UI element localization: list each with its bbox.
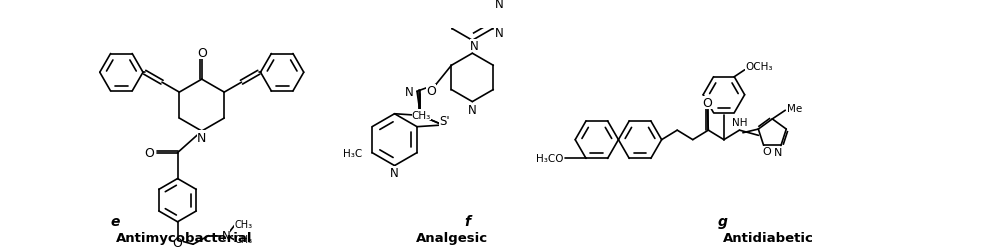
Text: N: N: [405, 86, 414, 98]
Text: N: N: [774, 148, 783, 158]
Text: H₃CO: H₃CO: [536, 154, 563, 164]
Text: O: O: [197, 47, 207, 60]
Text: CH₃: CH₃: [412, 110, 431, 120]
Text: N: N: [197, 131, 206, 144]
Text: CH₃: CH₃: [234, 219, 252, 228]
Text: O: O: [426, 84, 436, 98]
Text: H₃C: H₃C: [343, 148, 363, 158]
Text: N: N: [222, 229, 230, 242]
Text: Me: Me: [787, 103, 802, 113]
Text: Analgesic: Analgesic: [416, 231, 489, 244]
Text: Antidiabetic: Antidiabetic: [723, 231, 813, 244]
Text: Antimycobacterial: Antimycobacterial: [116, 231, 253, 244]
Text: OCH₃: OCH₃: [746, 62, 773, 72]
Text: N: N: [390, 166, 399, 179]
Text: N: N: [495, 26, 504, 39]
Text: f: f: [464, 214, 470, 228]
Text: e: e: [111, 214, 120, 228]
Text: CH₃: CH₃: [234, 234, 252, 244]
Text: O: O: [703, 96, 712, 110]
Text: S': S': [439, 114, 450, 127]
Text: N: N: [470, 40, 478, 53]
Text: O: O: [173, 236, 182, 249]
Text: N: N: [495, 0, 504, 11]
Text: NH: NH: [732, 118, 747, 128]
Text: O: O: [144, 146, 154, 160]
Text: N: N: [468, 104, 477, 117]
Text: O: O: [763, 146, 771, 156]
Text: g: g: [718, 214, 728, 228]
